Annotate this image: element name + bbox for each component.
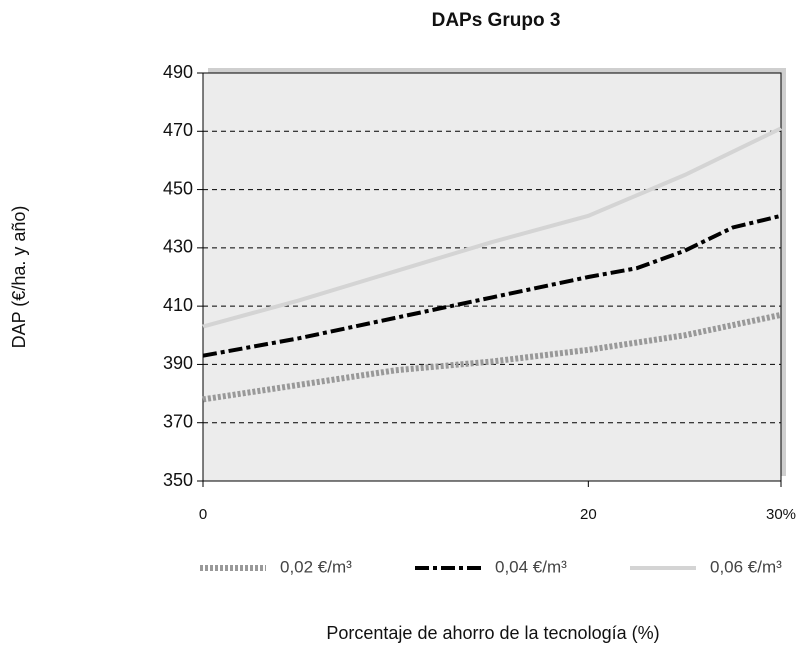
x-tick-label: 20 — [580, 506, 597, 523]
chart-title: DAPs Grupo 3 — [432, 10, 561, 31]
plot-area — [202, 72, 782, 482]
y-tick-label: 470 — [163, 120, 193, 140]
y-tick-label: 450 — [163, 178, 193, 198]
y-tick-label: 430 — [163, 237, 193, 257]
data-line — [202, 311, 782, 403]
y-tick-label: 370 — [163, 411, 193, 431]
data-line — [202, 213, 782, 358]
legend-label: 0,06 €/m³ — [710, 557, 782, 576]
data-line — [202, 126, 782, 329]
y-tick-label: 350 — [163, 470, 193, 490]
x-axis-label: Porcentaje de ahorro de la tecnología (%… — [326, 623, 659, 643]
legend-label: 0,02 €/m³ — [280, 557, 352, 576]
y-tick-label: 390 — [163, 353, 193, 373]
legend-label: 0,04 €/m³ — [495, 557, 567, 576]
x-tick-label: 30% — [766, 506, 796, 523]
y-tick-label: 410 — [163, 295, 193, 315]
y-tick-label: 490 — [163, 62, 193, 82]
x-tick-label: 0 — [199, 506, 207, 523]
y-axis-label: DAP (€/ha. y año) — [9, 206, 29, 349]
